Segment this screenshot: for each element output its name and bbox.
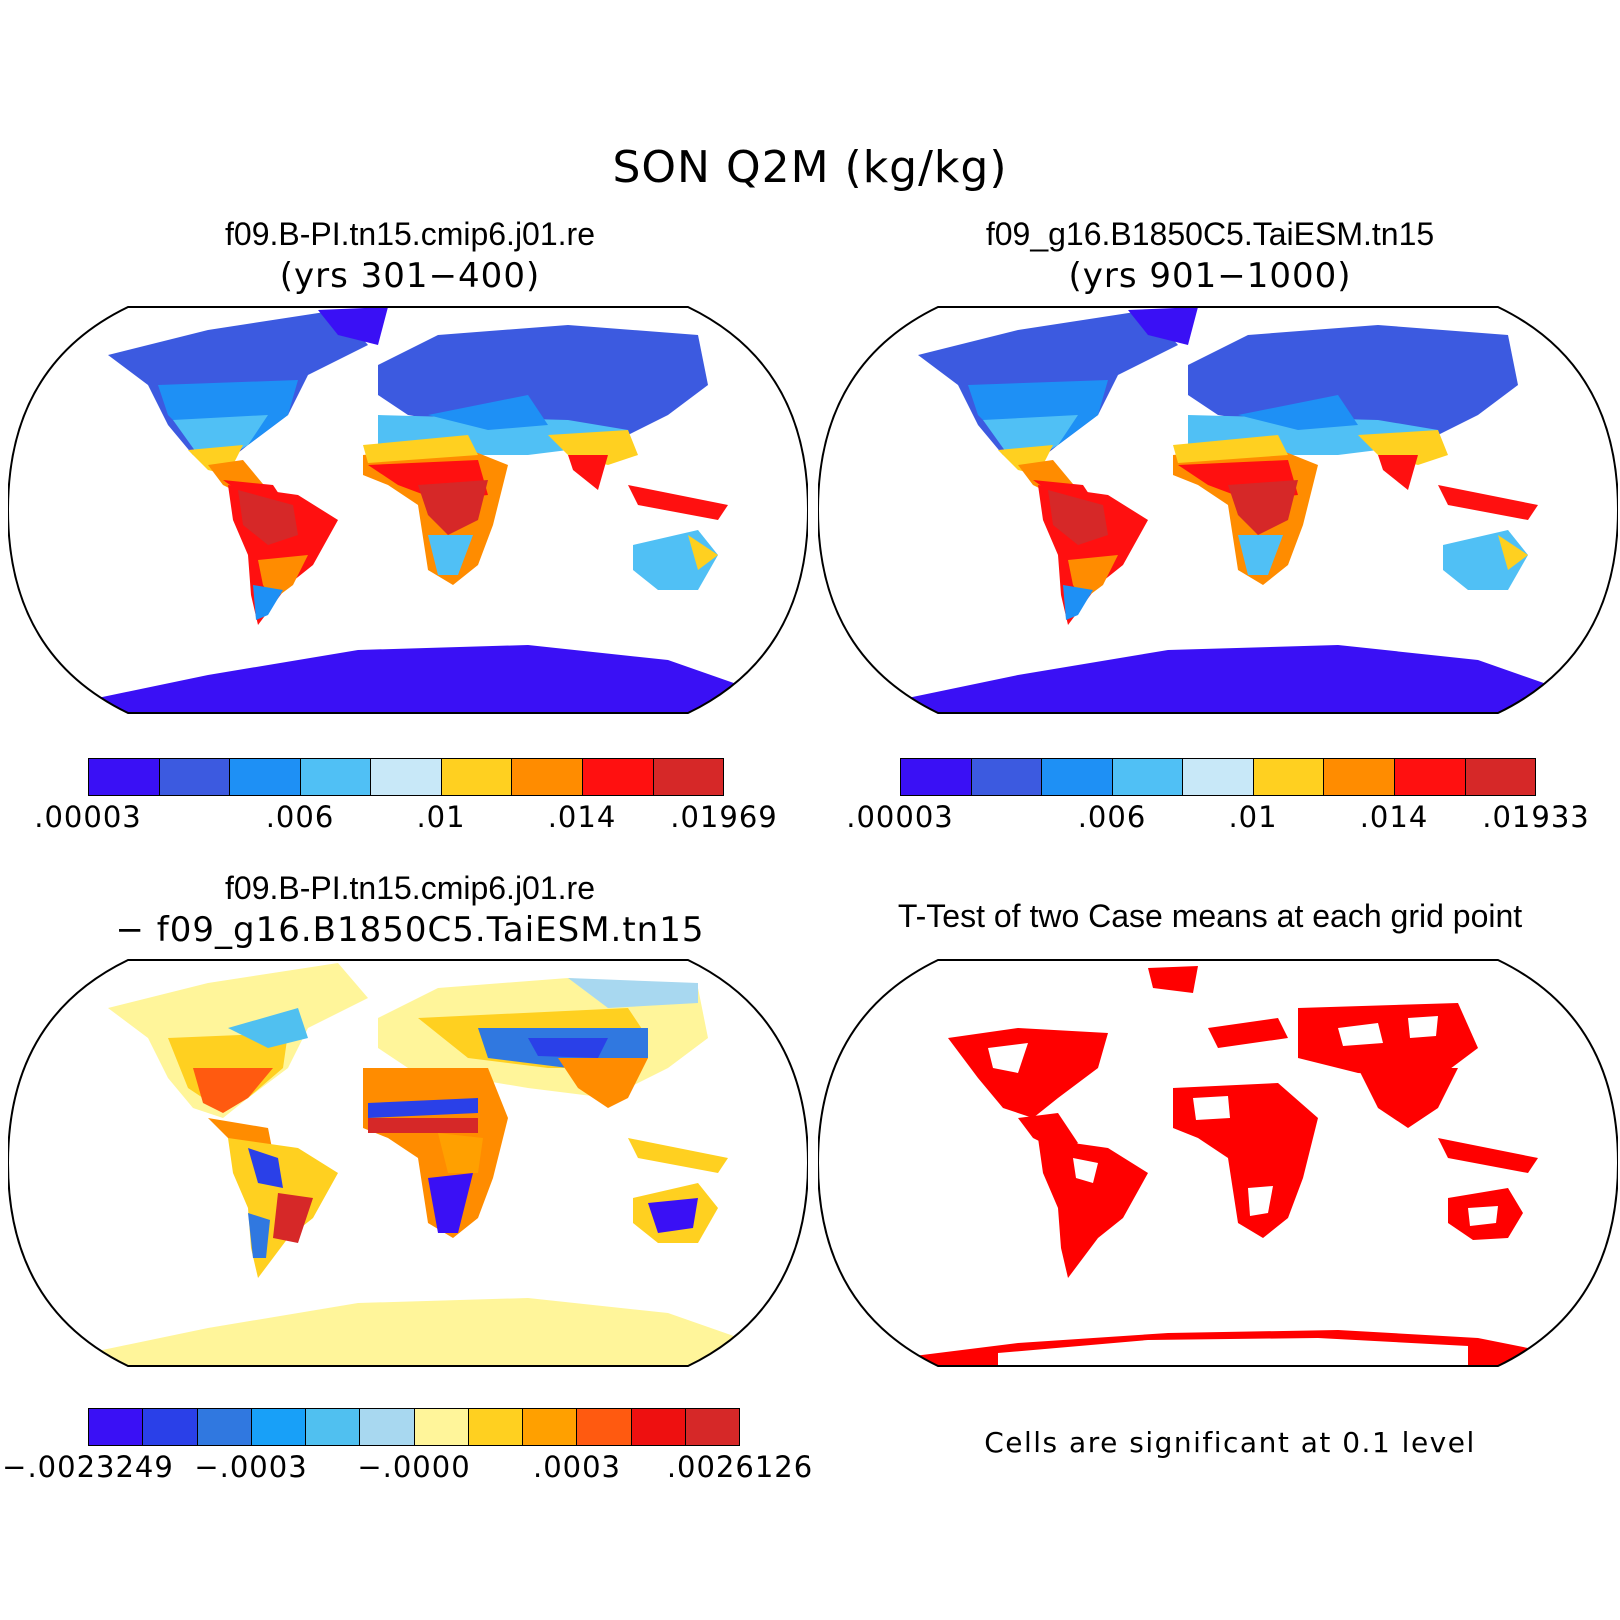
colorbar-swatch <box>414 1409 469 1445</box>
colorbar-swatch <box>1394 759 1466 795</box>
colorbar-swatch <box>512 759 583 795</box>
panel-1-map <box>8 306 808 714</box>
panel-2-colorbar <box>900 758 1536 796</box>
colorbar-swatch <box>523 1409 578 1445</box>
colorbar-swatch <box>251 1409 306 1445</box>
colorbar-swatch <box>653 759 724 795</box>
panel-3-title: f09.B-PI.tn15.cmip6.j01.re <box>225 870 595 906</box>
colorbar-swatch <box>89 759 160 795</box>
colorbar-swatch <box>89 1409 144 1445</box>
colorbar-swatch <box>300 759 372 795</box>
colorbar-swatch <box>230 759 301 795</box>
colorbar-swatch <box>631 1409 686 1445</box>
panel-2-subtitle: (yrs 901−1000) <box>1068 256 1352 296</box>
colorbar-swatch <box>1042 759 1113 795</box>
panel-3-tick: .0026126 <box>666 1450 814 1484</box>
panel-1-tick: .01 <box>416 800 466 834</box>
panel-2-tick: .01 <box>1228 800 1278 834</box>
figure-title: SON Q2M (kg/kg) <box>612 142 1008 193</box>
colorbar-swatch <box>306 1409 361 1445</box>
panel-3-tick: .0003 <box>532 1450 622 1484</box>
panel-1-tick: .00003 <box>34 800 142 834</box>
panel-3-colorbar <box>88 1408 740 1446</box>
panel-2-tick: .00003 <box>846 800 954 834</box>
significance-note: Cells are significant at 0.1 level <box>984 1426 1476 1459</box>
colorbar-swatch <box>371 759 442 795</box>
panel-3-tick: −.0003 <box>194 1450 308 1484</box>
colorbar-swatch <box>143 1409 198 1445</box>
panel-2-tick: .014 <box>1359 800 1429 834</box>
colorbar-swatch <box>582 759 654 795</box>
panel-1-colorbar <box>88 758 724 796</box>
colorbar-swatch <box>1465 759 1536 795</box>
panel-1-tick: .01969 <box>670 800 778 834</box>
panel-1-tick: .014 <box>547 800 617 834</box>
colorbar-swatch <box>901 759 972 795</box>
panel-3-tick: −.0023249 <box>2 1450 174 1484</box>
colorbar-swatch <box>1324 759 1395 795</box>
panel-3-map <box>8 959 808 1367</box>
colorbar-swatch <box>441 759 513 795</box>
colorbar-swatch <box>468 1409 523 1445</box>
colorbar-swatch <box>197 1409 252 1445</box>
panel-1-tick: .006 <box>265 800 335 834</box>
panel-2-tick: .006 <box>1077 800 1147 834</box>
colorbar-swatch <box>159 759 231 795</box>
colorbar-swatch <box>577 1409 632 1445</box>
panel-2-map <box>818 306 1618 714</box>
panel-2-title: f09_g16.B1850C5.TaiESM.tn15 <box>985 216 1435 252</box>
panel-4-title: T-Test of two Case means at each grid po… <box>897 898 1523 934</box>
colorbar-swatch <box>1183 759 1254 795</box>
colorbar-swatch <box>1253 759 1325 795</box>
panel-3-tick: −.0000 <box>357 1450 471 1484</box>
panel-3-subtitle: − f09_g16.B1850C5.TaiESM.tn15 <box>115 910 705 950</box>
panel-2-tick: .01933 <box>1482 800 1590 834</box>
panel-1-subtitle: (yrs 301−400) <box>279 256 541 296</box>
panel-4-map <box>818 959 1618 1367</box>
colorbar-swatch <box>360 1409 415 1445</box>
colorbar-swatch <box>971 759 1043 795</box>
panel-1-title: f09.B-PI.tn15.cmip6.j01.re <box>225 216 595 252</box>
colorbar-swatch <box>685 1409 739 1445</box>
colorbar-swatch <box>1112 759 1184 795</box>
